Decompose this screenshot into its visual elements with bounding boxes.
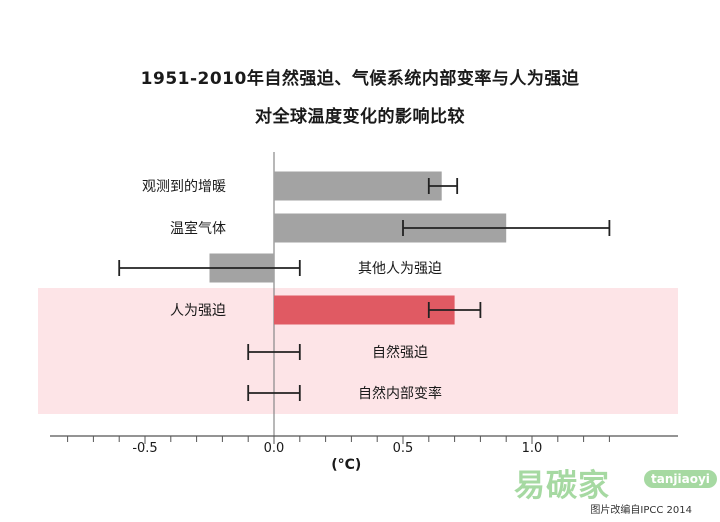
x-tick-label-1: -0.5 bbox=[132, 441, 157, 456]
category-label-1: 观测到的增暖 bbox=[142, 179, 226, 195]
x-tick-label-4: 1.0 bbox=[522, 441, 543, 456]
category-label-2: 温室气体 bbox=[170, 220, 226, 237]
category-label-5: 自然强迫 bbox=[372, 344, 428, 361]
category-label-4: 人为强迫 bbox=[170, 303, 226, 319]
x-tick-label-3: 0.5 bbox=[393, 441, 414, 456]
category-label-6: 自然内部变率 bbox=[358, 385, 442, 402]
watermark-text: 易碳家 bbox=[514, 468, 610, 504]
watermark-logo: 易碳家 tanjiaoyi bbox=[510, 460, 717, 504]
chart-title-line1: 1951-2010年自然强迫、气候系统内部变率与人为强迫 bbox=[140, 69, 580, 89]
chart-title-line2: 对全球温度变化的影响比较 bbox=[255, 107, 465, 127]
bar-1 bbox=[274, 171, 442, 201]
category-label-3: 其他人为强迫 bbox=[358, 261, 442, 277]
watermark-site: tanjiaoyi bbox=[644, 470, 717, 488]
x-axis-label: (°C) bbox=[331, 457, 361, 473]
image-credit: 图片改编自IPCC 2014 bbox=[590, 505, 692, 516]
x-tick-label-2: 0.0 bbox=[264, 441, 285, 456]
bar-4 bbox=[274, 295, 455, 325]
